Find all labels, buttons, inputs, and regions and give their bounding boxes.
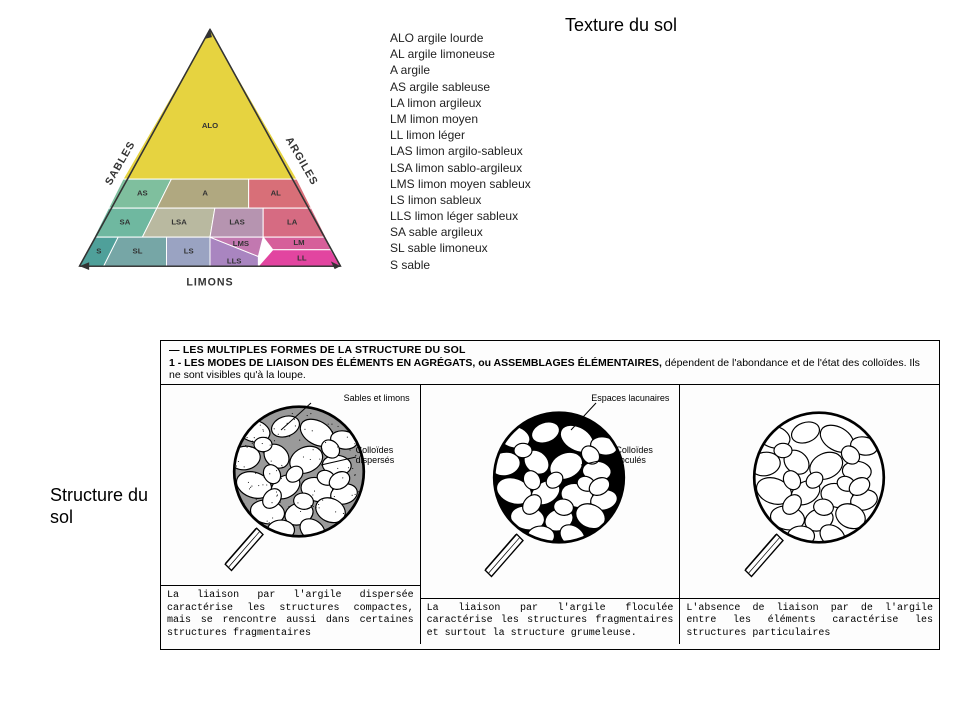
structure-panel-3: L'absence de liaison par de l'argile ent… <box>680 385 939 644</box>
lens-diagram-3 <box>710 401 910 581</box>
region-label-LL: LL <box>297 253 307 262</box>
legend-item-AS: AS argile sableuse <box>390 79 531 95</box>
lens-diagram-1 <box>190 395 390 575</box>
legend-item-LMS: LMS limon moyen sableux <box>390 176 531 192</box>
region-label-LM: LM <box>293 238 304 247</box>
legend-item-ALO: ALO argile lourde <box>390 30 531 46</box>
structure-panels: Sables et limons Colloïdes dispersés La li… <box>161 384 939 644</box>
region-label-LLS: LLS <box>227 256 242 265</box>
region-label-LMS: LMS <box>233 239 249 248</box>
region-label-LAS: LAS <box>229 218 244 227</box>
legend-item-LSA: LSA limon sablo-argileux <box>390 160 531 176</box>
legend-item-SA: SA sable argileux <box>390 224 531 240</box>
structure-section: — LES MULTIPLES FORMES DE LA STRUCTURE D… <box>160 340 940 650</box>
legend-list: ALO argile lourdeAL argile limoneuseA ar… <box>390 30 531 273</box>
panel-annot-mid-1: Colloïdes dispersés <box>356 445 416 465</box>
legend-item-LM: LM limon moyen <box>390 111 531 127</box>
legend-item-SL: SL sable limoneux <box>390 240 531 256</box>
region-label-AS: AS <box>137 189 148 198</box>
structure-panel-2: Espaces lacunaires Colloïdes floculés La l… <box>421 385 681 644</box>
structure-panel-1: Sables et limons Colloïdes dispersés La li… <box>161 385 421 644</box>
triangle-svg: ALOASAALSALSALASLASSLLSLLSLMSLMLL SABLES… <box>50 10 370 300</box>
legend-item-LA: LA limon argileux <box>390 95 531 111</box>
structure-main-header: — LES MULTIPLES FORMES DE LA STRUCTURE D… <box>161 341 939 356</box>
region-label-LS: LS <box>184 247 194 256</box>
panel-annot-top-1: Sables et limons <box>344 393 410 403</box>
axis-label-bottom: LIMONS <box>186 277 233 289</box>
panel-caption-1: La liaison par l'argile dispersée caract… <box>161 585 420 644</box>
region-label-LSA: LSA <box>171 218 187 227</box>
legend-item-S: S sable <box>390 257 531 273</box>
legend-item-LLS: LLS limon léger sableux <box>390 208 531 224</box>
region-label-A: A <box>202 189 208 198</box>
region-label-AL: AL <box>271 189 282 198</box>
title-structure: Structure du sol <box>50 485 150 528</box>
region-label-SA: SA <box>120 218 131 227</box>
legend-item-A: A argile <box>390 62 531 78</box>
structure-sub-header: 1 - LES MODES DE LIAISON DES ÉLÉMENTS EN… <box>161 356 939 384</box>
texture-triangle: ALOASAALSALSALASLASSLLSLLSLMSLMLL SABLES… <box>50 10 370 300</box>
panel-annot-top-2: Espaces lacunaires <box>591 393 669 403</box>
panel-caption-3: L'absence de liaison par de l'argile ent… <box>680 598 939 645</box>
region-ALO <box>123 29 297 179</box>
panel-annot-mid-2: Colloïdes floculés <box>615 445 675 465</box>
legend-item-AL: AL argile limoneuse <box>390 46 531 62</box>
legend-item-LL: LL limon léger <box>390 127 531 143</box>
legend-item-LS: LS limon sableux <box>390 192 531 208</box>
region-label-LA: LA <box>287 218 298 227</box>
lens-diagram-2 <box>450 401 650 581</box>
title-texture: Texture du sol <box>565 15 677 36</box>
region-label-SL: SL <box>133 247 143 256</box>
legend-item-LAS: LAS limon argilo-sableux <box>390 143 531 159</box>
texture-section: ALOASAALSALSALASLASSLLSLLSLMSLMLL SABLES… <box>50 10 910 300</box>
panel-caption-2: La liaison par l'argile floculée caracté… <box>421 598 680 645</box>
region-label-S: S <box>96 247 101 256</box>
region-label-ALO: ALO <box>202 121 218 130</box>
